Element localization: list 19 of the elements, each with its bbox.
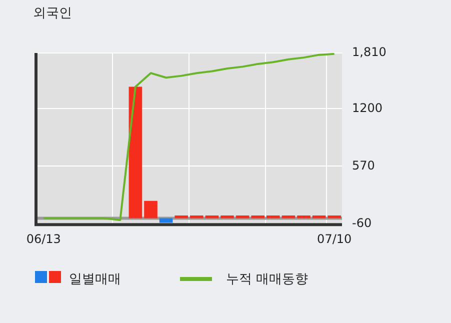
chart-title: 외국인 <box>33 5 72 22</box>
x-tick-label: 07/10 <box>317 232 352 246</box>
y-tick-label: 1,810 <box>352 45 386 60</box>
bar <box>251 215 265 218</box>
bar <box>297 215 310 218</box>
y-tick-label: 570 <box>352 158 375 172</box>
y-tick-label: -60 <box>352 216 372 230</box>
x-tick-label: 06/13 <box>26 232 61 246</box>
bar <box>159 218 173 223</box>
bar <box>190 215 204 218</box>
bar <box>328 215 342 218</box>
bar <box>220 215 234 218</box>
y-tick-label: 1200 <box>352 100 383 115</box>
legend-label: 일별매매 <box>69 271 121 288</box>
bar <box>128 86 142 218</box>
bar <box>144 200 158 218</box>
legend-label: 누적 매매동향 <box>226 271 308 288</box>
bar <box>266 215 280 218</box>
bar <box>174 215 188 218</box>
